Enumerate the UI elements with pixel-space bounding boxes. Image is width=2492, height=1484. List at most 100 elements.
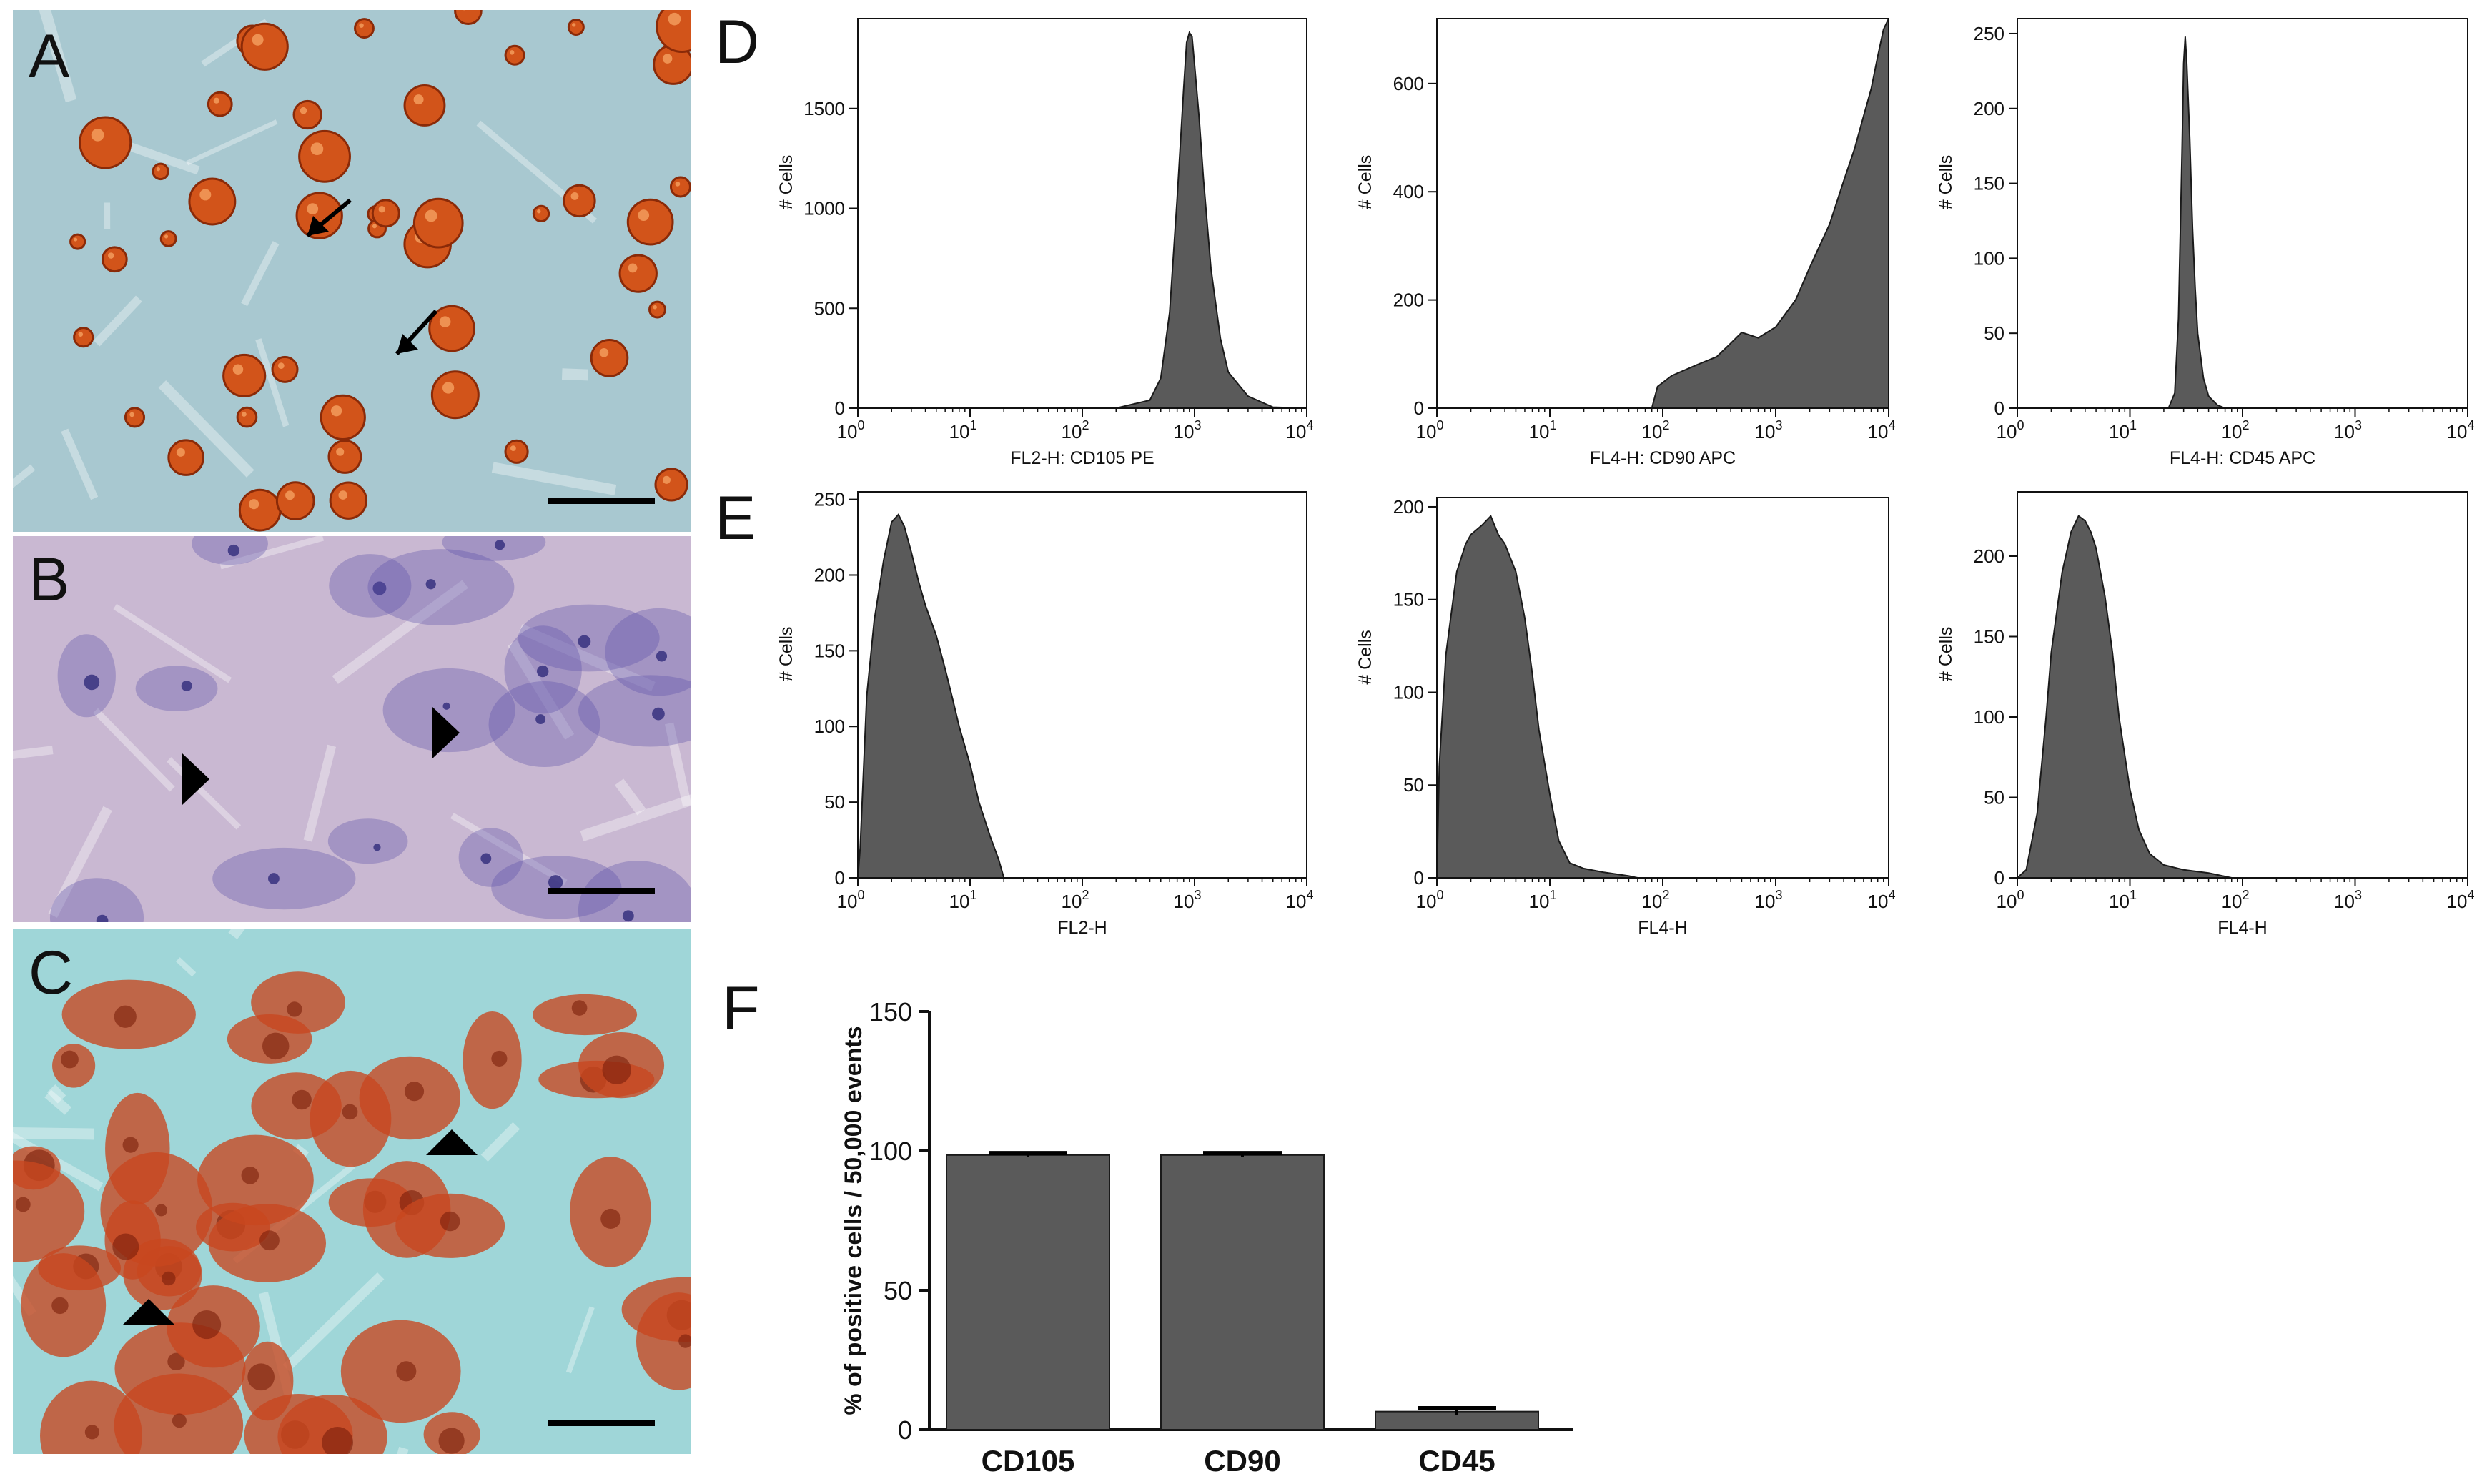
lipid-droplet: [669, 176, 691, 198]
cell-streak: [186, 119, 278, 166]
deposit-core: [259, 1230, 280, 1251]
x-tick-label: 100: [1997, 418, 2024, 442]
droplet-highlight: [442, 382, 455, 394]
droplet-highlight: [638, 209, 650, 221]
panel-letter-c: C: [29, 939, 73, 1007]
x-tick-label: 101: [949, 888, 977, 912]
droplet-highlight: [463, 10, 466, 11]
x-tick-label: 102: [1642, 418, 1670, 442]
calcium-deposit: [533, 994, 638, 1036]
nucleus: [536, 665, 549, 678]
category-label: CD105: [982, 1444, 1075, 1478]
panel-letter-a: A: [29, 22, 70, 91]
droplet-highlight: [242, 412, 247, 417]
y-tick-label: 0: [1414, 867, 1424, 889]
calcium-deposit: [105, 1092, 170, 1205]
nucleus: [372, 581, 387, 595]
cell-streak: [303, 744, 337, 842]
y-axis-label: # Cells: [776, 155, 796, 209]
lipid-droplet: [590, 339, 629, 377]
y-tick-label: 0: [898, 1415, 912, 1445]
droplet-highlight: [176, 447, 185, 457]
lipid-droplet: [236, 406, 258, 428]
lipid-droplet: [504, 44, 525, 66]
lipid-droplet: [567, 19, 585, 36]
cell-streak: [46, 1084, 66, 1104]
deposit-core: [600, 1208, 621, 1230]
deposit-core: [247, 1363, 275, 1391]
droplet-highlight: [307, 203, 319, 215]
cell-streak: [48, 806, 112, 918]
y-tick-label: 50: [1403, 774, 1424, 796]
deposit-core: [162, 1271, 176, 1286]
y-tick-label: 500: [814, 297, 845, 319]
cell-streak: [241, 241, 280, 307]
lipid-droplet: [371, 199, 400, 228]
x-axis-label: FL2-H: [1057, 918, 1107, 938]
stained-cell: [329, 554, 412, 618]
lipid-droplet: [73, 327, 94, 348]
x-tick-label: 102: [1062, 888, 1089, 912]
nucleus: [181, 680, 192, 691]
lipid-droplet: [298, 129, 351, 183]
y-tick-label: 100: [1974, 706, 2004, 728]
y-tick-label: 400: [1393, 181, 1424, 202]
cell-streak: [580, 794, 691, 841]
triangle-marker: [432, 707, 460, 758]
stained-cell: [605, 608, 691, 696]
droplet-highlight: [336, 447, 345, 456]
deposit-core: [262, 1032, 290, 1060]
droplet-highlight: [572, 23, 576, 27]
droplet-highlight: [675, 182, 681, 187]
nucleus: [267, 873, 280, 884]
y-tick-label: 150: [869, 997, 912, 1027]
droplet-highlight: [359, 23, 364, 28]
lipid-droplet: [271, 355, 299, 383]
y-axis-label: # Cells: [1936, 155, 1956, 209]
lipid-droplet: [504, 439, 529, 464]
cell-streak: [113, 603, 232, 683]
deposit-core: [571, 1000, 588, 1016]
lipid-droplet: [240, 22, 289, 71]
x-axis-label: FL4-H: [1638, 918, 1687, 938]
droplet-highlight: [300, 107, 307, 114]
y-tick-label: 150: [1974, 173, 2004, 194]
nucleus: [227, 544, 240, 557]
cell-streak: [518, 623, 656, 692]
y-tick-label: 150: [1393, 589, 1424, 610]
droplet-highlight: [285, 490, 295, 500]
stained-cell: [212, 847, 356, 910]
lipid-droplet: [648, 300, 666, 319]
droplet-highlight: [156, 167, 161, 172]
nucleus: [480, 853, 492, 864]
cell-streak: [93, 295, 142, 347]
lipid-droplet: [327, 439, 362, 474]
lipid-droplet: [292, 99, 322, 130]
y-tick-label: 250: [814, 489, 845, 510]
cell-streak: [282, 1272, 385, 1372]
x-tick-label: 100: [837, 888, 865, 912]
lipid-droplet: [403, 84, 446, 127]
nucleus: [442, 702, 450, 710]
droplet-highlight: [628, 263, 638, 273]
photo-panel-c: [13, 929, 691, 1454]
deposit-core: [167, 1352, 185, 1371]
cell-streak: [332, 580, 468, 684]
lipid-droplet: [167, 439, 204, 476]
cell-streak: [561, 368, 588, 381]
lipid-droplet: [563, 184, 596, 218]
arrow-head: [397, 334, 418, 354]
droplet-highlight: [74, 237, 78, 242]
x-tick-label: 103: [1755, 888, 1783, 912]
calcium-deposit: [13, 1160, 85, 1262]
stained-cell: [135, 666, 218, 711]
x-tick-label: 104: [1286, 418, 1314, 442]
histogram-d3: 0 50 100 150 200 250 100 101 102 103 104 FL4-H: CD4…: [1936, 18, 2474, 468]
y-tick-label: 200: [1974, 98, 2004, 119]
y-tick-label: 1000: [804, 198, 845, 219]
droplet-highlight: [372, 224, 377, 229]
x-tick-label: 104: [1868, 418, 1896, 442]
y-axis-label: % of positive cells / 50,000 events: [840, 1026, 867, 1415]
droplet-highlight: [662, 54, 673, 64]
x-tick-label: 102: [2222, 418, 2250, 442]
